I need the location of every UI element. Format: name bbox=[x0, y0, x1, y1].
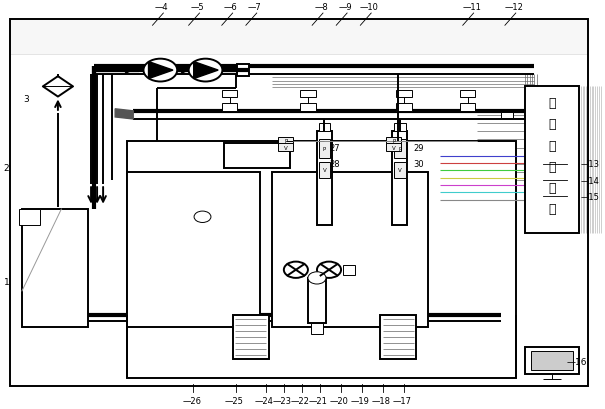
Bar bbox=[222, 103, 237, 112]
Text: —4: —4 bbox=[155, 3, 168, 12]
Bar bbox=[380, 315, 416, 360]
Bar bbox=[272, 173, 428, 327]
Text: 28: 28 bbox=[329, 160, 339, 169]
Bar bbox=[10, 20, 588, 55]
Bar bbox=[319, 124, 330, 132]
Text: P: P bbox=[323, 146, 326, 151]
Bar bbox=[222, 91, 237, 97]
Text: 信: 信 bbox=[548, 97, 555, 110]
Bar bbox=[394, 162, 405, 179]
Bar bbox=[396, 91, 412, 97]
Bar bbox=[278, 144, 293, 151]
Text: —11: —11 bbox=[462, 3, 481, 12]
Circle shape bbox=[189, 60, 223, 82]
Text: V: V bbox=[284, 145, 288, 150]
Bar bbox=[224, 144, 290, 169]
Text: 控: 控 bbox=[548, 139, 555, 152]
Text: —15: —15 bbox=[580, 192, 599, 201]
Bar bbox=[394, 140, 405, 158]
Text: —7: —7 bbox=[248, 3, 262, 12]
Bar bbox=[127, 173, 260, 327]
Text: V: V bbox=[392, 145, 396, 150]
Bar bbox=[460, 103, 476, 112]
Bar bbox=[525, 347, 579, 374]
Bar bbox=[145, 204, 200, 229]
Text: —5: —5 bbox=[191, 3, 204, 12]
Polygon shape bbox=[311, 323, 323, 334]
Text: —26: —26 bbox=[182, 396, 201, 405]
Text: —13: —13 bbox=[580, 160, 599, 169]
Text: —25: —25 bbox=[224, 396, 243, 405]
Text: —10: —10 bbox=[360, 3, 379, 12]
Text: P: P bbox=[284, 139, 287, 144]
Bar bbox=[525, 87, 579, 234]
Bar bbox=[300, 91, 316, 97]
Text: 2: 2 bbox=[4, 164, 9, 173]
Bar bbox=[394, 124, 405, 132]
Bar bbox=[392, 132, 407, 225]
Bar bbox=[501, 113, 513, 119]
Text: 3: 3 bbox=[24, 95, 29, 104]
Text: —22: —22 bbox=[290, 396, 310, 405]
Circle shape bbox=[194, 211, 211, 223]
Text: —12: —12 bbox=[505, 3, 523, 12]
Bar bbox=[127, 142, 516, 378]
Text: 29: 29 bbox=[413, 144, 424, 153]
Circle shape bbox=[143, 60, 177, 82]
Text: 端: 端 bbox=[548, 202, 555, 216]
Text: —19: —19 bbox=[351, 396, 370, 405]
Text: V: V bbox=[322, 168, 326, 173]
Polygon shape bbox=[194, 62, 218, 79]
Text: —18: —18 bbox=[372, 396, 391, 405]
Polygon shape bbox=[149, 62, 173, 79]
Bar bbox=[22, 209, 88, 327]
Circle shape bbox=[317, 262, 341, 278]
Bar bbox=[319, 140, 330, 158]
Text: —8: —8 bbox=[315, 3, 328, 12]
Bar bbox=[460, 91, 476, 97]
Text: —21: —21 bbox=[309, 396, 328, 405]
Text: P: P bbox=[392, 139, 396, 144]
Text: —9: —9 bbox=[338, 3, 352, 12]
Text: —6: —6 bbox=[224, 3, 238, 12]
Text: V: V bbox=[398, 168, 402, 173]
Text: 终: 终 bbox=[548, 182, 555, 194]
Text: —17: —17 bbox=[393, 396, 412, 405]
Text: 27: 27 bbox=[329, 144, 339, 153]
Bar bbox=[233, 315, 269, 360]
Text: —23: —23 bbox=[272, 396, 292, 405]
Text: P: P bbox=[398, 146, 402, 151]
Bar bbox=[278, 137, 293, 145]
Text: 1: 1 bbox=[4, 278, 10, 287]
Bar bbox=[308, 278, 326, 323]
Bar bbox=[396, 103, 412, 112]
Text: —24: —24 bbox=[255, 396, 273, 405]
Circle shape bbox=[308, 272, 326, 284]
Circle shape bbox=[284, 262, 308, 278]
Bar bbox=[19, 209, 40, 225]
Bar bbox=[343, 265, 355, 275]
Text: 号: 号 bbox=[548, 118, 555, 131]
Polygon shape bbox=[115, 110, 133, 120]
Text: —20: —20 bbox=[330, 396, 348, 405]
Bar bbox=[531, 351, 573, 371]
Bar bbox=[319, 162, 330, 179]
Bar bbox=[386, 137, 401, 145]
Text: 30: 30 bbox=[413, 160, 424, 169]
Bar bbox=[386, 144, 401, 151]
Bar bbox=[237, 65, 249, 76]
Bar bbox=[300, 103, 316, 112]
Text: —16: —16 bbox=[567, 357, 587, 366]
Text: —14: —14 bbox=[580, 176, 599, 185]
Bar bbox=[139, 201, 209, 234]
Text: 制: 制 bbox=[548, 160, 555, 173]
Bar bbox=[317, 132, 332, 225]
